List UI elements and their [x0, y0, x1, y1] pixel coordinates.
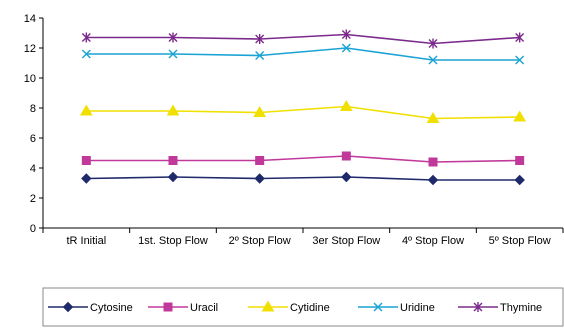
data-point: [341, 171, 352, 183]
series-line: [86, 47, 520, 61]
data-point: [168, 156, 178, 165]
data-point: [514, 174, 525, 186]
data-point: [515, 156, 525, 165]
x-tick-label: 5º Stop Flow: [489, 235, 551, 247]
series-line: [86, 176, 520, 181]
y-tick-label: 14: [24, 13, 36, 25]
data-point: [167, 171, 179, 183]
y-tick-label: 12: [24, 43, 36, 55]
series-cytosine: [81, 171, 525, 186]
x-tick-label: 3er Stop Flow: [312, 235, 380, 247]
legend-item-uridine: Uridine: [358, 302, 435, 314]
data-point: [428, 38, 438, 49]
data-point: [79, 104, 93, 116]
data-point: [255, 156, 265, 165]
data-point: [515, 55, 525, 65]
x-tick-label: 2º Stop Flow: [229, 235, 291, 247]
y-tick-label: 6: [30, 133, 36, 145]
axes: 0 2 4 6 8 10 12 14 tR Initial 1st. Stop Flow 2º St…: [24, 13, 564, 247]
x-tick-label: 1st. Stop Flow: [138, 235, 208, 247]
series-line: [86, 155, 520, 163]
data-point: [81, 173, 92, 184]
legend-item-thymine: Thymine: [458, 302, 542, 314]
legend: Cytosine Uracil Cytidine Uridine Thymine: [42, 287, 564, 327]
marker-stroke: [428, 55, 438, 65]
marker-stroke: [341, 43, 351, 53]
data-point: [168, 49, 178, 59]
series-cytidine: [79, 100, 527, 123]
series-line: [86, 33, 520, 45]
legend-item-cytosine: Cytosine: [48, 301, 133, 314]
marker-stroke: [168, 49, 178, 59]
legend-item-uracil: Uracil: [148, 302, 218, 314]
data-point: [426, 112, 440, 123]
y-tick-label: 0: [30, 223, 36, 235]
data-point: [81, 156, 91, 165]
data-point: [428, 55, 438, 65]
data-point: [513, 110, 527, 122]
data-point: [255, 51, 265, 60]
y-tick-label: 2: [30, 193, 36, 205]
series-uracil: [81, 151, 525, 167]
y-tick-label: 10: [24, 73, 36, 85]
y-tick-label: 4: [30, 163, 36, 175]
legend-marker: [373, 302, 383, 312]
legend-marker: [163, 302, 173, 312]
x-tick-label: 4º Stop Flow: [402, 235, 464, 247]
series-thymine: [81, 29, 525, 49]
data-point: [166, 104, 180, 116]
data-point: [341, 43, 351, 53]
legend-marker: [473, 302, 483, 312]
data-point: [341, 29, 351, 40]
data-point: [168, 32, 178, 43]
legend-label: Uracil: [190, 302, 218, 314]
data-point: [339, 100, 353, 111]
x-tick-label: tR Initial: [66, 235, 106, 247]
data-point: [341, 151, 351, 161]
legend-marker: [62, 301, 74, 313]
series-layer: [79, 29, 527, 186]
data-point: [428, 157, 438, 167]
data-point: [81, 49, 91, 59]
data-point: [427, 174, 439, 186]
data-point: [255, 34, 265, 44]
marker-stroke: [81, 49, 91, 59]
series-line: [86, 105, 520, 120]
marker-stroke: [255, 51, 265, 60]
legend-label: Cytosine: [90, 302, 133, 314]
marker-stroke: [373, 302, 383, 312]
marker-stroke: [515, 55, 525, 65]
legend-item-cytidine: Cytidine: [248, 300, 330, 314]
legend-marker: [261, 300, 275, 312]
y-tick-label: 8: [30, 103, 36, 115]
data-point: [253, 106, 267, 117]
series-uridine: [81, 43, 525, 65]
legend-label: Cytidine: [290, 302, 330, 314]
legend-label: Thymine: [500, 302, 542, 314]
legend-label: Uridine: [400, 302, 435, 314]
data-point: [81, 32, 91, 43]
data-point: [254, 173, 265, 184]
data-point: [515, 32, 525, 43]
